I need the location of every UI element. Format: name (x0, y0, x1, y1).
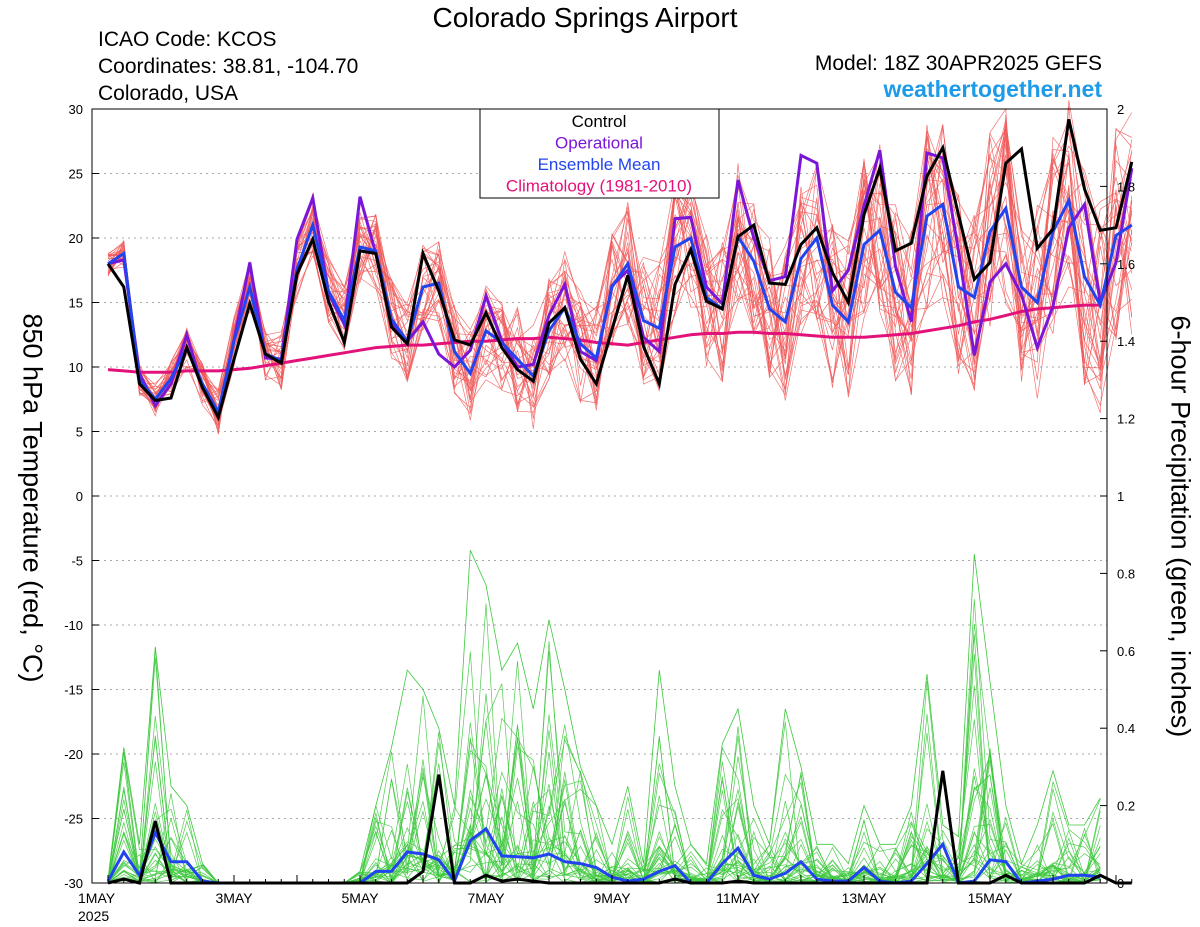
precip-member-line (107, 647, 1101, 884)
y-tick-label: 20 (69, 231, 83, 246)
precip-member-line (107, 726, 1101, 884)
y-tick-label: -15 (64, 683, 83, 698)
y2-tick-label: 1.8 (1117, 179, 1135, 194)
model-run: Model: 18Z 30APR2025 GEFS (814, 52, 1102, 75)
temperature-member-line (107, 107, 1133, 429)
x-tick-label: 3MAY (215, 890, 253, 906)
temperature-member-line (107, 155, 1133, 430)
control-line (106, 118, 1134, 422)
y-tick-label: 30 (69, 102, 83, 117)
y-tick-label: 5 (76, 425, 83, 440)
chart-title: Colorado Springs Airport (432, 2, 738, 33)
y2-tick-label: 1.2 (1117, 412, 1135, 427)
precip-member-line (107, 685, 1101, 884)
precip-member-line (107, 722, 1101, 884)
precip-member-line (107, 721, 1101, 884)
legend-box (479, 108, 720, 199)
precip-member-line (107, 725, 1101, 884)
legend-item: Ensemble Mean (538, 155, 661, 174)
y-tick-label: -5 (71, 554, 83, 569)
y-tick-label: 0 (76, 489, 83, 504)
x-tick-label: 7MAY (467, 890, 505, 906)
temperature-member-line (107, 122, 1133, 432)
precip-member-line (107, 651, 1101, 884)
temperature-member-line (107, 136, 1133, 399)
temperature-member-line (107, 138, 1133, 411)
coordinates: Coordinates: 38.81, -104.70 (98, 55, 359, 78)
precip-member-line (107, 735, 1101, 884)
axis-ticks: 302520151050-5-10-15-20-25-3021.81.61.41… (64, 102, 1135, 924)
legend-item: Operational (555, 134, 643, 153)
climatology-line (107, 303, 1101, 374)
legend-item: Control (572, 112, 627, 131)
temperature-member-line (107, 100, 1133, 430)
precip-member-line (107, 736, 1101, 884)
x-tick-label: 11MAY (716, 890, 760, 906)
legend: Control Operational Ensemble Mean Climatolo… (479, 108, 720, 199)
temperature-member-line (107, 143, 1133, 414)
y2-tick-label: 0.8 (1117, 566, 1135, 581)
y2-tick-label: 1.6 (1117, 257, 1135, 272)
precip-member-line (107, 737, 1101, 884)
x-tick-label: 1MAY (78, 890, 116, 906)
temperature-member-line (107, 154, 1133, 399)
y-tick-label: -25 (64, 812, 83, 827)
y2-tick-label: 0.6 (1117, 644, 1135, 659)
y2-tick-label: 0.2 (1117, 799, 1135, 814)
x-tick-label: 13MAY (842, 890, 888, 906)
site-link[interactable]: weathertogether.net (883, 76, 1102, 102)
y-tick-label: 15 (69, 296, 83, 311)
ensemble-mean-line (107, 196, 1133, 417)
temperature-member-line (107, 132, 1133, 397)
precip-member-line (107, 640, 1101, 884)
y-tick-label: -10 (64, 618, 83, 633)
y-tick-label: 25 (69, 167, 83, 182)
y2-tick-label: 0.4 (1117, 721, 1135, 736)
precip-member-line (107, 735, 1101, 884)
precip-member-line (107, 738, 1101, 884)
x-tick-year: 2025 (78, 908, 109, 924)
precip-member-line (107, 653, 1101, 884)
region: Colorado, USA (98, 82, 239, 105)
x-tick-label: 15MAY (968, 890, 1014, 906)
x-tick-label: 5MAY (341, 890, 379, 906)
precip-member-line (107, 683, 1101, 884)
legend-item: Climatology (1981-2010) (506, 177, 692, 196)
y-tick-label: 10 (69, 360, 83, 375)
y2-tick-label: 1.4 (1117, 334, 1135, 349)
y2-tick-label: 2 (1117, 102, 1124, 117)
y2-tick-label: 1 (1117, 489, 1124, 504)
y-tick-label: -20 (64, 747, 83, 762)
temperature-member-line (107, 112, 1133, 423)
y2-tick-label: 0 (1117, 876, 1124, 891)
icao-code: ICAO Code: KCOS (98, 28, 277, 51)
main-series (106, 118, 1134, 885)
temperature-member-line (107, 160, 1133, 424)
x-tick-label: 9MAY (593, 890, 631, 906)
y-tick-label: -30 (64, 876, 83, 891)
precip-member-line (107, 651, 1101, 884)
